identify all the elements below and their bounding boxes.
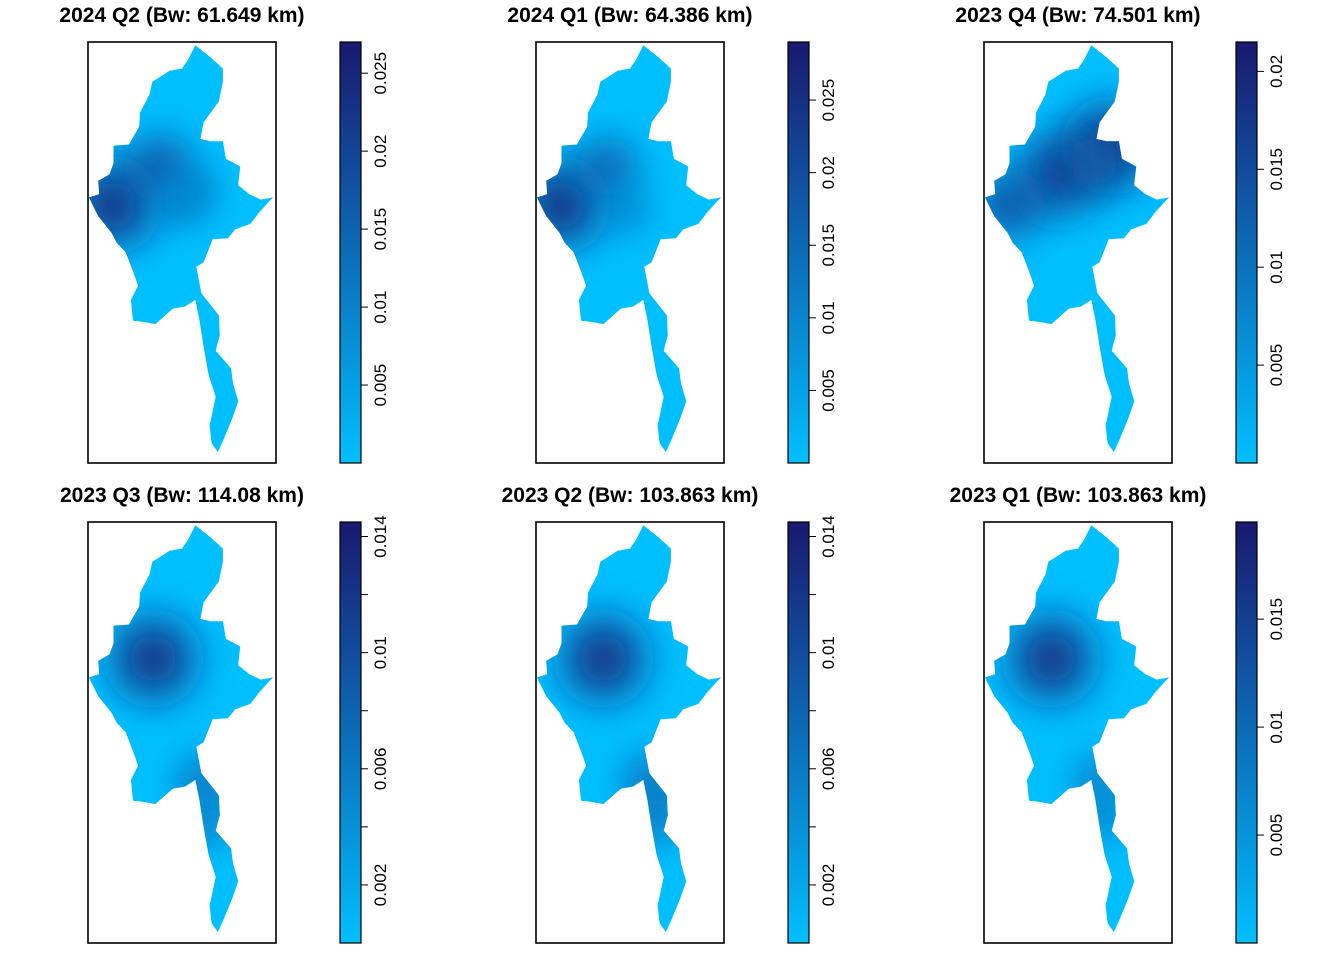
legend-colorbar [1235, 521, 1258, 944]
panel-4: 2023 Q3 (Bw: 114.08 km) 0.002 0.006 0.01 0.0… [60, 484, 390, 944]
map-frame [87, 41, 277, 464]
map-frame [535, 41, 725, 464]
panel-title: 2023 Q3 (Bw: 114.08 km) [60, 484, 304, 507]
density-hotspot [615, 776, 698, 859]
panel-title: 2023 Q4 (Bw: 74.501 km) [955, 4, 1200, 27]
map-frame [983, 521, 1173, 944]
panel-2: 2024 Q1 (Bw: 64.386 km) 0.005 0.01 0.015 0.0… [507, 4, 838, 464]
density-hotspot [541, 596, 666, 721]
legend-tick-label: 0.005 [371, 364, 390, 407]
density-base [89, 45, 273, 453]
legend-colorbar [787, 521, 810, 944]
legend-tick-label: 0.02 [819, 156, 838, 189]
legend-tick-label: 0.014 [371, 515, 390, 558]
density-hotspot [588, 172, 664, 247]
legend-tick-label: 0.01 [371, 291, 390, 324]
legend-tick-label: 0.02 [371, 135, 390, 168]
legend-tick-label: 0.015 [1267, 148, 1286, 191]
legend-tick-label: 0.01 [1267, 251, 1286, 284]
panel-3: 2023 Q4 (Bw: 74.501 km) 0.005 0.01 0.015 0.0… [955, 4, 1286, 464]
panel-title: 2023 Q1 (Bw: 103.863 km) [950, 484, 1207, 507]
legend-tick-label: 0.014 [819, 515, 838, 558]
legend-tick-label: 0.005 [1267, 344, 1286, 387]
legend-colorbar [787, 41, 810, 464]
map-frame [87, 521, 277, 944]
legend-tick-label: 0.015 [371, 208, 390, 251]
panel-6: 2023 Q1 (Bw: 103.863 km) 0.005 0.01 0.015 [950, 484, 1286, 944]
density-hotspot [166, 781, 247, 862]
legend-tick-label: 0.01 [819, 301, 838, 334]
density-hotspot [1067, 779, 1142, 855]
density-surface [537, 45, 721, 453]
density-base [89, 525, 273, 932]
legend-tick-label: 0.01 [1267, 711, 1286, 744]
legend-colorbar [339, 521, 362, 944]
legend-tick-label: 0.002 [819, 864, 838, 907]
legend-tick-label: 0.015 [1267, 598, 1286, 641]
panel-1: 2024 Q2 (Bw: 61.649 km) 0.005 0.01 0.015 0.0… [59, 4, 390, 464]
density-surface [89, 45, 273, 453]
density-hotspot [91, 596, 216, 721]
map-frame [535, 521, 725, 944]
legend-colorbar [339, 41, 362, 464]
legend-tick-label: 0.025 [371, 52, 390, 95]
legend-tick-label: 0.025 [819, 79, 838, 122]
density-hotspot [1050, 116, 1139, 206]
density-hotspot [985, 153, 1061, 257]
density-hotspot [141, 166, 215, 240]
density-surface [985, 45, 1169, 453]
legend-tick-label: 0.002 [371, 864, 390, 907]
legend-tick-label: 0.02 [1267, 55, 1286, 88]
density-base [537, 525, 721, 932]
legend-tick-label: 0.006 [819, 748, 838, 791]
legend-tick-label: 0.005 [1267, 814, 1286, 857]
density-hotspot [989, 596, 1114, 721]
density-base [537, 45, 721, 453]
legend-tick-label: 0.01 [819, 636, 838, 669]
density-base [985, 525, 1169, 932]
legend-tick-label: 0.015 [819, 224, 838, 267]
panel-title: 2023 Q2 (Bw: 103.863 km) [502, 484, 759, 507]
legend-tick-label: 0.005 [819, 369, 838, 412]
legend-tick-label: 0.006 [371, 748, 390, 791]
density-surface [89, 525, 273, 932]
legend-colorbar [1235, 41, 1258, 464]
panel-5: 2023 Q2 (Bw: 103.863 km) 0.002 0.006 0.01 0.… [502, 484, 838, 944]
density-surface [537, 525, 721, 932]
map-frame [983, 41, 1173, 464]
density-surface [985, 525, 1169, 932]
panel-title: 2024 Q1 (Bw: 64.386 km) [507, 4, 752, 27]
legend-tick-label: 0.01 [371, 636, 390, 669]
panel-title: 2024 Q2 (Bw: 61.649 km) [59, 4, 304, 27]
